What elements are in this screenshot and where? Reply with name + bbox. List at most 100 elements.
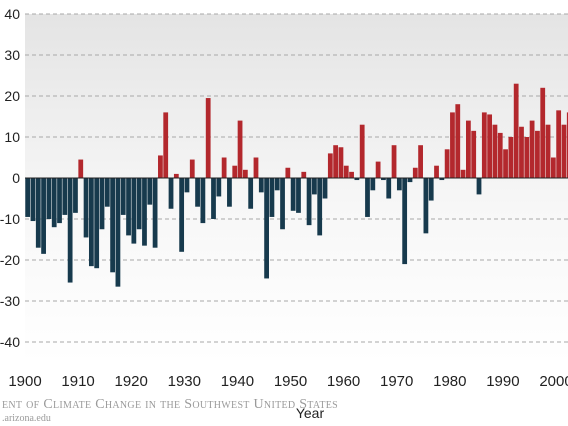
bar-1975 — [418, 145, 423, 178]
x-tick-label-1990: 1990 — [486, 373, 519, 390]
bar-1976 — [423, 178, 429, 234]
x-tick-label-1930: 1930 — [168, 373, 201, 390]
bar-1915 — [99, 178, 105, 230]
x-tick-label-1900: 1900 — [8, 373, 41, 390]
bar-1940 — [232, 165, 238, 178]
bar-2000 — [550, 157, 556, 178]
bar-1913 — [88, 178, 94, 267]
y-tick-label-6: 20 — [4, 88, 20, 104]
y-tick-label-8: 40 — [4, 6, 20, 22]
bar-1931 — [184, 178, 190, 193]
bar-1986 — [476, 178, 482, 195]
bar-1918 — [115, 178, 121, 287]
bar-1972 — [402, 178, 408, 265]
bars — [25, 83, 568, 287]
bar-1969 — [386, 178, 392, 199]
y-tick-label-3: -10 — [0, 211, 20, 227]
bar-1995 — [524, 137, 530, 178]
bar-1959 — [333, 145, 339, 178]
bar-1944 — [253, 157, 259, 178]
bar-1905 — [46, 178, 52, 219]
bar-1991 — [503, 149, 508, 178]
bar-1993 — [513, 83, 519, 178]
x-tick-label-2000: 2000 — [539, 373, 568, 390]
bar-1907 — [57, 178, 62, 224]
bar-1973 — [407, 178, 413, 183]
bar-1952 — [296, 178, 301, 213]
bar-1984 — [465, 120, 471, 178]
x-tick-label-1940: 1940 — [221, 373, 254, 390]
bar-1970 — [391, 145, 397, 178]
y-tick-labels: -40 -30 -20 -10 0 10 20 30 40 — [0, 6, 20, 350]
y-tick-label-5: 10 — [4, 129, 20, 145]
bar-1966 — [370, 178, 376, 191]
bar-1990 — [497, 132, 503, 178]
bar-1933 — [195, 178, 200, 207]
bar-1942 — [242, 169, 248, 178]
bar-1998 — [540, 87, 546, 178]
bar-1925 — [152, 178, 158, 248]
bar-1949 — [280, 178, 285, 230]
bar-1958 — [327, 153, 333, 178]
bar-1938 — [221, 157, 227, 178]
bar-1955 — [312, 178, 317, 195]
bar-1951 — [290, 178, 296, 211]
bar-1903 — [35, 178, 41, 248]
bar-1968 — [381, 178, 386, 181]
y-tick-label-1: -30 — [0, 293, 20, 309]
bar-1988 — [487, 114, 493, 178]
bar-1916 — [104, 178, 110, 207]
bar-1971 — [396, 178, 402, 191]
bar-1957 — [322, 178, 328, 199]
bar-1961 — [343, 165, 349, 178]
bar-1978 — [434, 165, 439, 178]
bar-1928 — [168, 178, 174, 209]
x-axis-label: Year — [296, 405, 325, 421]
bar-1996 — [529, 120, 535, 178]
x-tick-label-1970: 1970 — [380, 373, 413, 390]
y-tick-label-2: -20 — [0, 252, 20, 268]
bar-1983 — [460, 169, 466, 178]
credit-line-2: .arizona.edu — [2, 413, 51, 424]
bar-1927 — [163, 112, 169, 178]
bar-1909 — [67, 178, 73, 283]
bar-1902 — [30, 178, 36, 222]
bar-1946 — [264, 178, 269, 279]
bar-1945 — [258, 178, 264, 193]
bar-1922 — [136, 178, 142, 230]
bar-1977 — [428, 178, 434, 201]
bar-1980 — [444, 149, 450, 178]
bar-1929 — [173, 173, 179, 178]
x-tick-label-1910: 1910 — [61, 373, 94, 390]
bar-1901 — [25, 178, 31, 217]
x-tick-label-1960: 1960 — [327, 373, 360, 390]
bar-1979 — [439, 178, 445, 181]
bar-1947 — [269, 178, 275, 217]
bar-1956 — [317, 178, 323, 236]
credit-line-1: ent of Climate Change in the Southwest U… — [2, 397, 338, 412]
bar-1939 — [227, 178, 232, 207]
bar-1962 — [349, 171, 354, 178]
bar-1912 — [83, 178, 89, 238]
bar-1960 — [338, 147, 344, 178]
bar-1994 — [519, 126, 524, 178]
x-tick-label-1950: 1950 — [274, 373, 307, 390]
bar-1982 — [455, 104, 461, 178]
bar-1987 — [481, 112, 487, 178]
bar-1948 — [274, 178, 280, 191]
bar-1910 — [73, 178, 78, 213]
bar-1914 — [94, 178, 100, 269]
bar-1921 — [131, 178, 137, 244]
y-tick-label-0: -40 — [0, 334, 20, 350]
bar-1985 — [471, 130, 477, 178]
bar-1934 — [200, 178, 206, 224]
bar-2002 — [561, 124, 567, 178]
bar-1967 — [375, 161, 381, 178]
bar-1974 — [412, 167, 418, 178]
bar-1920 — [126, 178, 131, 236]
x-tick-label-1920: 1920 — [115, 373, 148, 390]
bar-1981 — [450, 112, 455, 178]
bar-1932 — [189, 159, 195, 178]
x-tick-label-1980: 1980 — [433, 373, 466, 390]
